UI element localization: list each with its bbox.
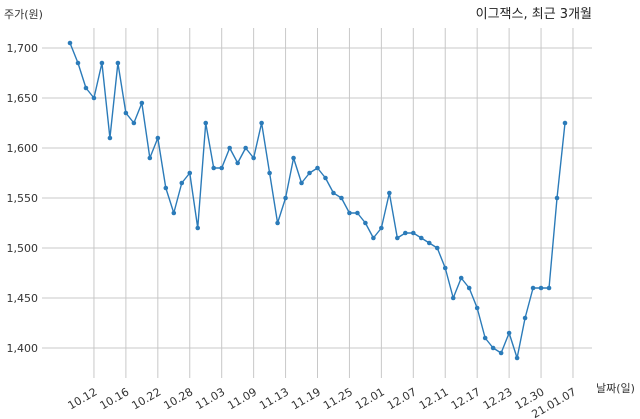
data-point <box>530 285 536 291</box>
data-point <box>115 60 121 66</box>
data-point <box>123 110 129 116</box>
data-point <box>506 330 512 336</box>
data-point <box>155 135 161 141</box>
data-point <box>267 170 272 176</box>
x-tick-label: 10.12 <box>66 385 100 412</box>
data-point <box>418 235 424 241</box>
data-point <box>83 85 89 91</box>
data-point <box>538 285 544 291</box>
x-tick-label: 11.13 <box>257 385 291 412</box>
data-point <box>331 190 336 196</box>
x-tick-label: 11.19 <box>289 385 323 412</box>
x-tick-label: 12.07 <box>385 385 419 412</box>
chart-title: 이그잭스, 최근 3개월 <box>476 7 592 22</box>
data-point <box>379 225 384 231</box>
data-point <box>522 315 528 321</box>
x-tick-label: 12.01 <box>353 385 387 412</box>
data-point <box>275 220 280 226</box>
data-point <box>450 295 456 301</box>
data-point <box>99 60 105 66</box>
data-point <box>387 190 392 196</box>
data-point <box>187 170 193 176</box>
y-tick-label: 1,700 <box>7 42 39 55</box>
data-point <box>195 225 201 231</box>
data-point <box>490 345 496 351</box>
x-tick-label: 12.11 <box>417 385 451 412</box>
data-point <box>307 170 312 176</box>
data-point <box>211 165 217 171</box>
series-layer <box>67 40 568 361</box>
y-tick-label: 1,450 <box>7 292 39 305</box>
data-point <box>227 145 232 151</box>
data-point <box>67 40 73 46</box>
data-point <box>546 285 552 291</box>
data-point <box>474 305 480 311</box>
data-point <box>403 230 408 236</box>
x-axis-label: 날짜(일) <box>596 381 635 395</box>
x-tick-label: 11.09 <box>225 385 259 412</box>
label-layer: 주가(원) 이그잭스, 최근 3개월 날짜(일) <box>4 7 635 395</box>
data-point <box>259 120 264 126</box>
data-point <box>315 165 320 171</box>
data-point <box>291 155 296 161</box>
x-tick-label: 10.28 <box>161 385 195 412</box>
data-point <box>299 180 304 186</box>
y-tick-label: 1,500 <box>7 242 39 255</box>
data-point <box>283 195 288 201</box>
data-point <box>339 195 344 201</box>
data-point <box>147 155 153 161</box>
data-point <box>243 145 248 151</box>
data-point <box>554 195 560 201</box>
data-point <box>411 230 416 236</box>
data-point <box>434 245 440 251</box>
y-tick-label: 1,550 <box>7 192 39 205</box>
data-point <box>514 355 520 361</box>
data-point <box>458 275 464 281</box>
data-point <box>107 135 113 141</box>
data-point <box>355 210 360 216</box>
x-tick-label: 12.23 <box>481 385 515 412</box>
data-point <box>131 120 137 126</box>
data-point <box>347 210 352 216</box>
x-tick-label: 10.16 <box>98 385 132 412</box>
data-point <box>75 60 81 66</box>
data-point <box>251 155 256 161</box>
data-point <box>163 185 169 191</box>
data-point <box>466 285 472 291</box>
x-tick-label: 11.03 <box>193 385 227 412</box>
data-point <box>235 160 240 166</box>
data-point <box>179 180 185 186</box>
data-point <box>371 235 376 241</box>
y-axis-label: 주가(원) <box>4 8 43 21</box>
y-tick-label: 1,600 <box>7 142 39 155</box>
grid-layer <box>42 28 592 378</box>
data-point <box>482 335 488 341</box>
data-point <box>203 120 209 126</box>
data-point <box>219 165 224 171</box>
data-point <box>363 220 368 226</box>
x-tick-label: 12.17 <box>449 385 483 412</box>
x-tick-label: 11.25 <box>321 385 355 412</box>
data-point <box>395 235 400 241</box>
data-point <box>498 350 504 356</box>
data-point <box>323 175 328 181</box>
data-point <box>442 265 448 271</box>
data-point <box>139 100 145 106</box>
y-tick-label: 1,650 <box>7 92 39 105</box>
y-tick-label: 1,400 <box>7 342 39 355</box>
data-point <box>171 210 177 216</box>
data-point <box>426 240 432 246</box>
data-point <box>91 95 97 101</box>
data-point <box>562 120 568 126</box>
x-tick-label: 10.22 <box>130 385 164 412</box>
